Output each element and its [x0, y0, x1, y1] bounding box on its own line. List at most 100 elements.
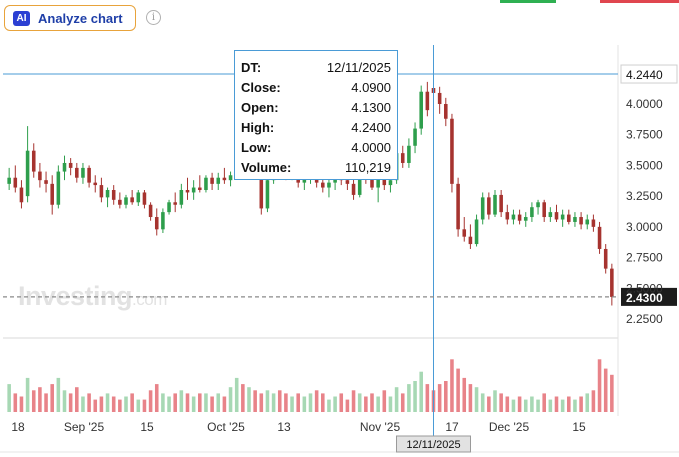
candle-body: [517, 214, 522, 221]
candle-body: [450, 118, 454, 184]
volume-bar: [191, 396, 196, 412]
volume-bar: [567, 396, 571, 412]
volume-bar: [536, 399, 540, 412]
investing-watermark: Investing.com: [18, 281, 167, 312]
candle-body: [222, 177, 227, 181]
crosshair-price-box: [620, 64, 678, 84]
candle-body: [333, 177, 337, 183]
volume-bar: [573, 399, 577, 412]
volume-bar: [124, 396, 128, 412]
volume-bar: [284, 393, 288, 412]
y-tick-label: 3.2500: [626, 189, 663, 203]
candle-body: [154, 217, 159, 230]
volume-bar: [56, 377, 61, 412]
y-tick-label: 3.5000: [626, 158, 663, 172]
volume-bar: [136, 399, 141, 412]
crosshair-price-label: 4.2440: [626, 68, 663, 82]
watermark-brand: Investing: [18, 281, 133, 311]
candle-body: [370, 177, 374, 188]
volume-bar: [265, 390, 270, 412]
candle-body: [265, 180, 270, 209]
volume-bar: [437, 384, 442, 412]
volume-bar: [161, 393, 165, 412]
volume-bar: [44, 393, 48, 412]
volume-bar: [474, 387, 479, 412]
volume-bar: [480, 393, 485, 412]
volume-bar: [99, 396, 104, 412]
volume-bar: [93, 399, 98, 412]
candle-body: [204, 177, 208, 190]
volume-bar: [523, 399, 528, 412]
volume-bar: [7, 384, 11, 412]
candle-body: [444, 104, 448, 119]
volume-bar: [148, 390, 153, 412]
candle-body: [25, 150, 30, 197]
candle-body: [487, 197, 491, 215]
candle-body: [597, 226, 602, 249]
volume-bar: [105, 393, 110, 412]
candle-body: [167, 202, 171, 213]
volume-bar: [31, 390, 36, 412]
candle-body: [198, 187, 202, 190]
volume-bar: [333, 396, 337, 412]
buy-tab-edge[interactable]: [500, 0, 556, 3]
candle-body: [474, 219, 479, 245]
volume-bar: [142, 399, 147, 412]
volume-bar: [185, 393, 190, 412]
candle-body: [351, 183, 356, 195]
candle-body: [456, 183, 460, 230]
tooltip-value: 4.0000: [351, 139, 391, 155]
tooltip-value: 110,219: [344, 159, 391, 175]
volume-bar: [204, 393, 208, 412]
candle-body: [179, 190, 184, 205]
candle-body: [345, 180, 350, 184]
volume-bar: [38, 387, 42, 412]
volume-bar: [364, 396, 368, 412]
sell-tab-edge[interactable]: [600, 0, 679, 3]
volume-bar: [603, 368, 608, 412]
volume-bar: [585, 393, 590, 412]
candle-body: [7, 177, 11, 184]
volume-bar: [400, 393, 405, 412]
tooltip-key: High:: [241, 119, 275, 135]
ai-badge-icon: AI: [13, 10, 30, 26]
candle-body: [302, 177, 307, 183]
volume-bar: [610, 374, 614, 412]
volume-bar: [87, 393, 91, 412]
volume-bar: [579, 396, 583, 412]
analyze-chart-button[interactable]: AI Analyze chart: [4, 5, 136, 31]
watermark-suffix: .com: [132, 290, 167, 309]
candle-body: [560, 214, 565, 220]
volume-bar: [444, 381, 448, 412]
tooltip-row-close: Close: 4.0900: [241, 77, 391, 97]
chart-grid: [0, 45, 679, 453]
volume-bar: [167, 396, 171, 412]
candle-body: [511, 214, 516, 220]
tooltip-value: 4.0900: [351, 79, 391, 95]
candle-body: [62, 162, 67, 172]
volume-bar: [308, 393, 313, 412]
candle-body: [111, 190, 116, 200]
tooltip-row-volume: Volume: 110,219: [241, 157, 391, 177]
volume-bar: [357, 393, 362, 412]
volume-bar: [499, 393, 503, 412]
volume-bar: [154, 384, 159, 412]
tooltip-row-high: High: 4.2400: [241, 117, 391, 137]
candle-body: [50, 183, 54, 205]
candle-body: [493, 194, 497, 215]
tooltip-key: DT:: [241, 59, 262, 75]
volume-bar: [173, 393, 177, 412]
volume-bar: [25, 377, 30, 412]
candle-body: [579, 217, 583, 225]
candle-body: [185, 190, 190, 193]
volume-bar: [548, 399, 553, 412]
tooltip-key: Open:: [241, 99, 279, 115]
info-icon[interactable]: i: [146, 10, 161, 25]
volume-bar: [376, 396, 380, 412]
ohlc-tooltip: DT: 12/11/2025 Close: 4.0900 Open: 4.1300 H…: [234, 50, 398, 180]
candle-body: [93, 182, 98, 186]
y-tick-label: 3.7500: [626, 128, 663, 142]
volume-bar: [425, 384, 430, 412]
candle-body: [388, 180, 393, 186]
